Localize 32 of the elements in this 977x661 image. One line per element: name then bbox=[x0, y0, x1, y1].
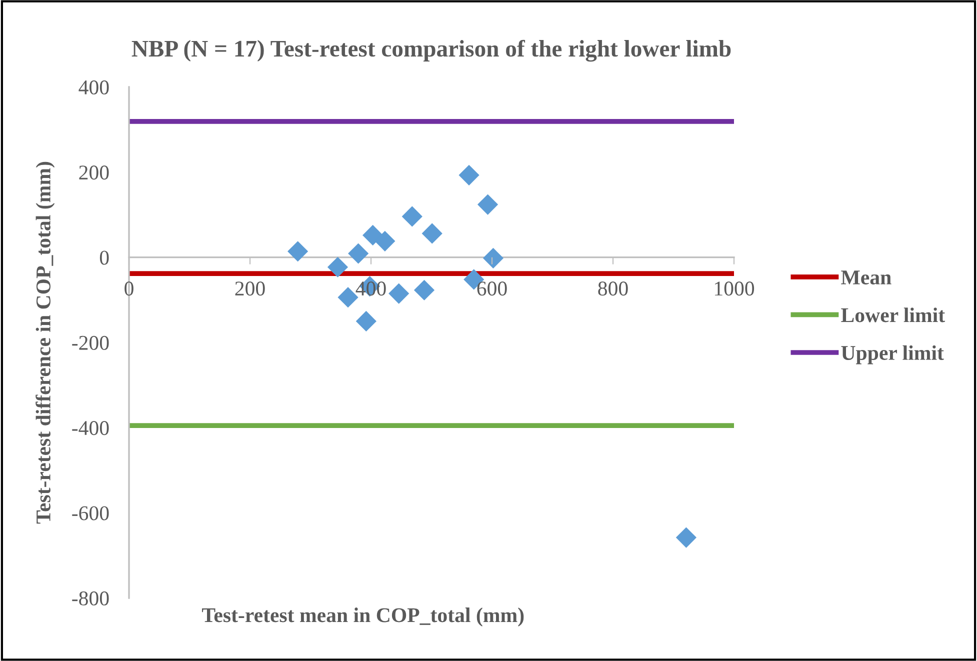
point bbox=[287, 241, 308, 262]
point bbox=[482, 248, 504, 268]
point bbox=[676, 527, 697, 548]
point bbox=[356, 310, 376, 332]
point bbox=[362, 224, 384, 246]
y-tick-label: 0 bbox=[100, 250, 109, 265]
point bbox=[374, 230, 396, 252]
point bbox=[477, 194, 498, 215]
y-tick-label: -400 bbox=[72, 421, 109, 436]
point bbox=[458, 164, 480, 186]
x-tick-label: 200 bbox=[235, 282, 265, 296]
x-tick-label: 600 bbox=[477, 282, 507, 296]
y-axis-title: Test-retest difference in COP_total (mm) bbox=[36, 162, 55, 524]
x-tick-label: 0 bbox=[124, 282, 134, 296]
legend-label: Upper limit bbox=[841, 345, 944, 364]
x-axis-title: Test-retest mean in COP_total (mm) bbox=[202, 608, 524, 626]
x-tick-label: 1000 bbox=[715, 282, 754, 296]
point bbox=[327, 256, 348, 278]
point bbox=[414, 280, 435, 300]
point bbox=[422, 223, 442, 244]
chart-title: NBP (N = 17) Test-retest comparison of the right lower limb bbox=[132, 40, 731, 62]
legend-label: Lower limit bbox=[841, 308, 945, 322]
y-tick-label: 200 bbox=[79, 166, 109, 180]
x-tick-label: 800 bbox=[598, 282, 628, 296]
y-tick-label: -600 bbox=[72, 506, 109, 520]
point bbox=[388, 283, 410, 304]
y-tick-label: -200 bbox=[72, 336, 109, 350]
y-tick-label: 400 bbox=[78, 80, 109, 94]
point bbox=[348, 243, 369, 264]
point bbox=[402, 206, 422, 227]
legend-label: Mean bbox=[841, 270, 892, 284]
y-tick-label: -800 bbox=[72, 591, 109, 606]
